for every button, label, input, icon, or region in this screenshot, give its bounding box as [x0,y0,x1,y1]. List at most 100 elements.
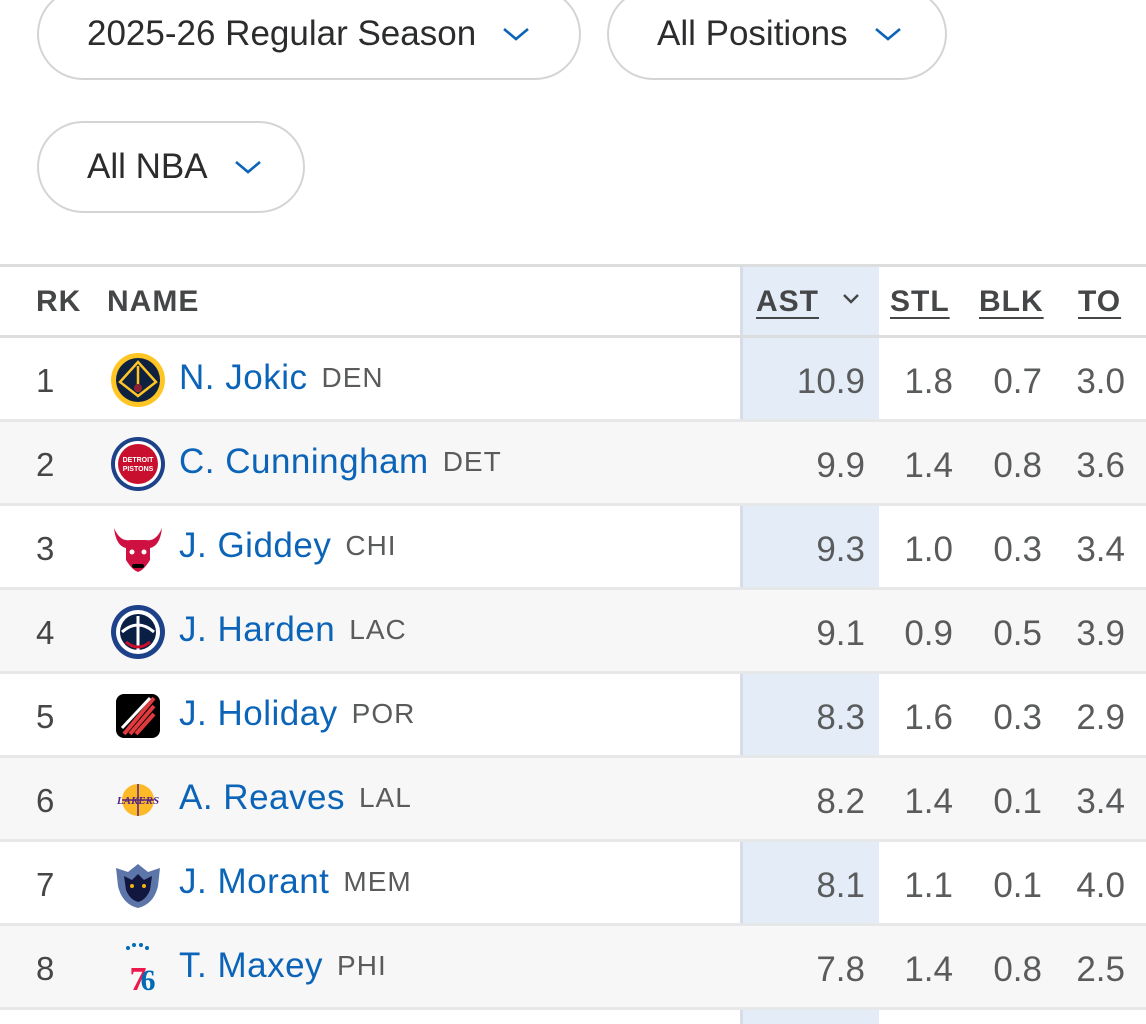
player-name: C. Cunningham [179,442,429,481]
to-cell: 2.9 [1076,698,1125,737]
season-select[interactable]: 2025-26 Regular Season [37,0,581,80]
svg-text:6: 6 [141,964,156,996]
table-top-border [0,264,1146,267]
player-name-link[interactable]: N. Jokic DEN [179,358,384,398]
rank-cell: 2 [36,446,55,483]
stl-cell: 1.8 [904,362,953,401]
ast-cell: 9.1 [816,614,865,653]
svg-text:LAKERS: LAKERS [116,795,159,807]
table-row: 2 DETROIT PISTONS C. Cunningham DET 9.9 1.4 0… [0,422,1146,506]
table-row: 3 J. Giddey CHI 9.3 1.0 0.3 3.4 [0,506,1146,590]
lakers-logo-icon: LAKERS [110,772,166,828]
league-select[interactable]: All NBA [37,121,305,213]
row-divider [0,923,1146,926]
team-abbr: DEN [321,362,384,393]
rank-cell: 4 [36,614,55,651]
nuggets-logo-icon [110,352,166,408]
team-abbr: PHI [337,950,387,981]
rank-cell: 1 [36,362,55,399]
row-divider [0,839,1146,842]
player-name: J. Giddey [179,526,332,565]
row-divider [0,755,1146,758]
row-divider [0,671,1146,674]
svg-text:DETROIT: DETROIT [123,457,154,464]
blk-cell: 0.7 [993,362,1042,401]
row-divider [0,587,1146,590]
player-name: J. Harden [179,610,336,649]
table-row: 5 J. Holiday POR 8.3 1.6 0.3 2.9 [0,674,1146,758]
stl-cell: 1.1 [904,866,953,905]
player-name: N. Jokic [179,358,308,397]
season-select-label: 2025-26 Regular Season [87,14,477,53]
stl-cell: 0.9 [904,614,953,653]
blk-cell: 0.5 [993,614,1042,653]
ast-cell: 10.9 [796,362,865,401]
team-abbr: DET [442,446,502,477]
player-name-link[interactable]: J. Morant MEM [179,862,412,902]
trail-blazers-logo-icon [110,688,166,744]
rank-cell: 7 [36,866,55,903]
chevron-down-icon [874,28,901,41]
team-abbr: LAL [358,782,412,813]
to-cell: 3.9 [1076,614,1125,653]
player-name-link[interactable]: C. Cunningham DET [179,442,502,482]
ast-cell: 7.8 [816,950,865,989]
table-header: RK NAME AST STL BLK TO [0,267,1146,337]
blk-cell: 0.8 [993,950,1042,989]
clippers-logo-icon [110,604,166,660]
blk-cell: 0.1 [993,782,1042,821]
league-select-label: All NBA [87,147,208,186]
to-cell: 2.5 [1076,950,1125,989]
header-rk: RK [36,285,82,318]
chevron-down-icon [234,161,261,174]
row-divider [0,1007,1146,1010]
to-cell: 3.4 [1076,530,1125,569]
rank-cell: 3 [36,530,55,567]
pistons-logo-icon: DETROIT PISTONS [110,436,166,492]
stl-cell: 1.0 [904,530,953,569]
rank-cell: 5 [36,698,55,735]
blk-cell: 0.3 [993,698,1042,737]
grizzlies-logo-icon [110,856,166,912]
header-blk[interactable]: BLK [979,285,1044,318]
blk-cell: 0.3 [993,530,1042,569]
blk-cell: 0.1 [993,866,1042,905]
header-to[interactable]: TO [1078,285,1122,318]
table-row: 7 J. Morant MEM 8.1 1.1 0.1 4.0 [0,842,1146,926]
header-border [0,335,1146,338]
team-abbr: MEM [343,866,412,897]
position-select[interactable]: All Positions [607,0,947,80]
team-abbr: LAC [349,614,407,645]
stl-cell: 1.4 [904,446,953,485]
player-name-link[interactable]: J. Holiday POR [179,694,415,734]
svg-text:PISTONS: PISTONS [123,466,154,473]
row-divider [0,503,1146,506]
table-row: 4 J. Harden LAC 9.1 0.9 0.5 3.9 [0,590,1146,674]
chevron-down-icon [503,28,530,41]
to-cell: 4.0 [1076,866,1125,905]
table-row: 1 N. Jokic DEN 10.9 1.8 0.7 3.0 [0,338,1146,422]
bulls-logo-icon [110,520,166,576]
ast-cell: 8.3 [816,698,865,737]
team-abbr: CHI [345,530,397,561]
player-name: A. Reaves [179,778,345,817]
ast-cell: 9.3 [816,530,865,569]
row-divider [0,419,1146,422]
player-name-link[interactable]: A. Reaves LAL [179,778,412,818]
player-name-link[interactable]: T. Maxey PHI [179,946,387,986]
player-name: J. Holiday [179,694,338,733]
sort-desc-chevron-icon [843,294,859,304]
player-name-link[interactable]: J. Giddey CHI [179,526,397,566]
to-cell: 3.6 [1076,446,1125,485]
rank-cell: 6 [36,782,55,819]
player-name-link[interactable]: J. Harden LAC [179,610,407,650]
header-ast[interactable]: AST [756,285,819,318]
ast-cell: 8.1 [816,866,865,905]
to-cell: 3.4 [1076,782,1125,821]
header-stl[interactable]: STL [890,285,950,318]
player-name: T. Maxey [179,946,324,985]
position-select-label: All Positions [657,14,848,53]
ast-cell: 9.9 [816,446,865,485]
